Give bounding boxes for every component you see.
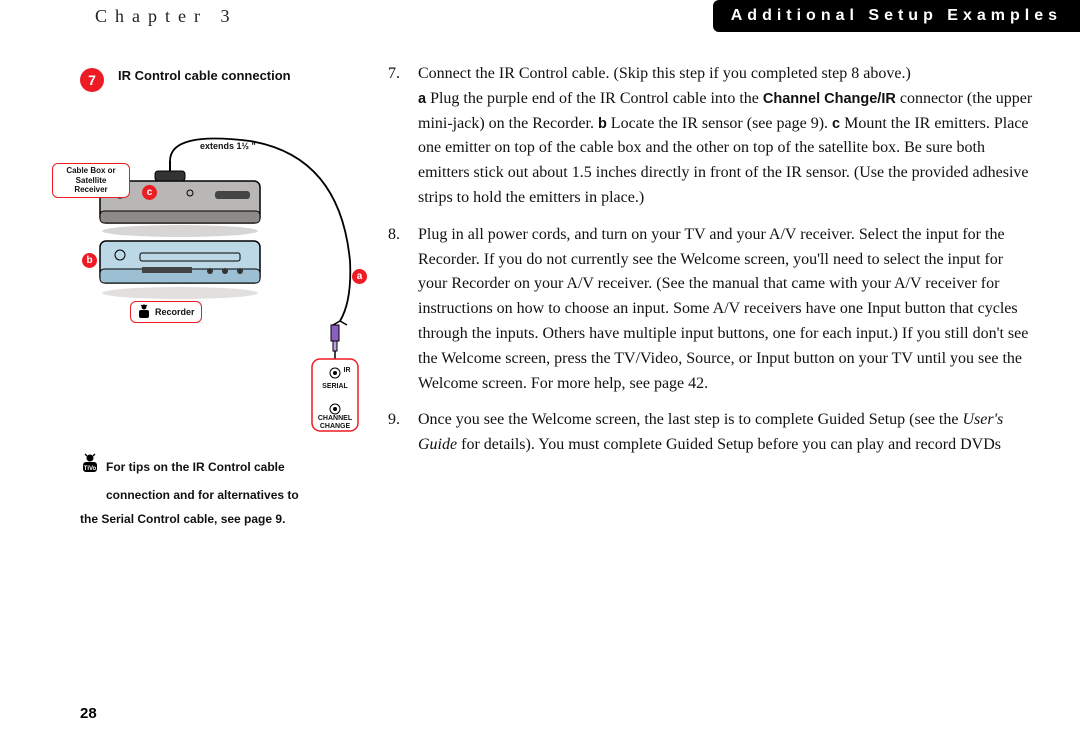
tip-block: TiVo For tips on the IR Control cable co… <box>80 453 380 531</box>
step-9-body: Once you see the Welcome screen, the las… <box>418 408 1036 458</box>
chapter-label: Chapter 3 <box>0 6 237 27</box>
tivo-icon <box>137 304 151 320</box>
cablebox-label: Cable Box or Satellite Receiver <box>52 163 130 198</box>
step-7-body: Connect the IR Control cable. (Skip this… <box>418 62 1036 211</box>
tivo-icon: TiVo <box>80 453 100 483</box>
step-7: 7. Connect the IR Control cable. (Skip t… <box>388 62 1036 211</box>
extends-label: extends 1½ " <box>200 141 256 151</box>
step-8-body: Plug in all power cords, and turn on you… <box>418 223 1036 397</box>
tip-line2: connection and for alternatives to <box>106 488 299 502</box>
step-8-num: 8. <box>388 223 418 397</box>
step-9-num: 9. <box>388 408 418 458</box>
serial-label: SERIAL <box>317 383 353 390</box>
figure-title: IR Control cable connection <box>80 62 380 83</box>
channel-change-label: CHANNEL CHANGE <box>315 415 355 430</box>
page-body: 7 IR Control cable connection <box>0 32 1080 531</box>
step-8: 8. Plug in all power cords, and turn on … <box>388 223 1036 397</box>
recorder-label-pill: Recorder <box>130 301 202 323</box>
dot-b: b <box>82 253 97 268</box>
step-7-num: 7. <box>388 62 418 211</box>
diagram-svg <box>80 101 380 441</box>
page-header: Chapter 3 Additional Setup Examples <box>0 0 1080 32</box>
header-title: Additional Setup Examples <box>713 0 1080 32</box>
step-9: 9. Once you see the Welcome screen, the … <box>388 408 1036 458</box>
recorder-label: Recorder <box>155 307 195 317</box>
tip-line1: For tips on the IR Control cable <box>106 460 285 474</box>
connector-plug <box>331 325 339 359</box>
tip-line3: the Serial Control cable, see page 9. <box>80 512 285 526</box>
left-column: 7 IR Control cable connection <box>80 62 380 531</box>
instructions-list: 7. Connect the IR Control cable. (Skip t… <box>388 62 1036 458</box>
right-column: 7. Connect the IR Control cable. (Skip t… <box>380 62 1060 531</box>
ir-port-label: IR <box>338 367 356 374</box>
step-badge: 7 <box>80 68 104 92</box>
dot-a: a <box>352 269 367 284</box>
ir-emitter <box>155 161 185 181</box>
page-number: 28 <box>80 705 97 722</box>
svg-text:TiVo: TiVo <box>84 466 97 472</box>
device-recorder <box>100 241 260 299</box>
diagram: extends 1½ " Cable Box or Satellite Rece… <box>80 101 380 441</box>
dot-c: c <box>142 185 157 200</box>
